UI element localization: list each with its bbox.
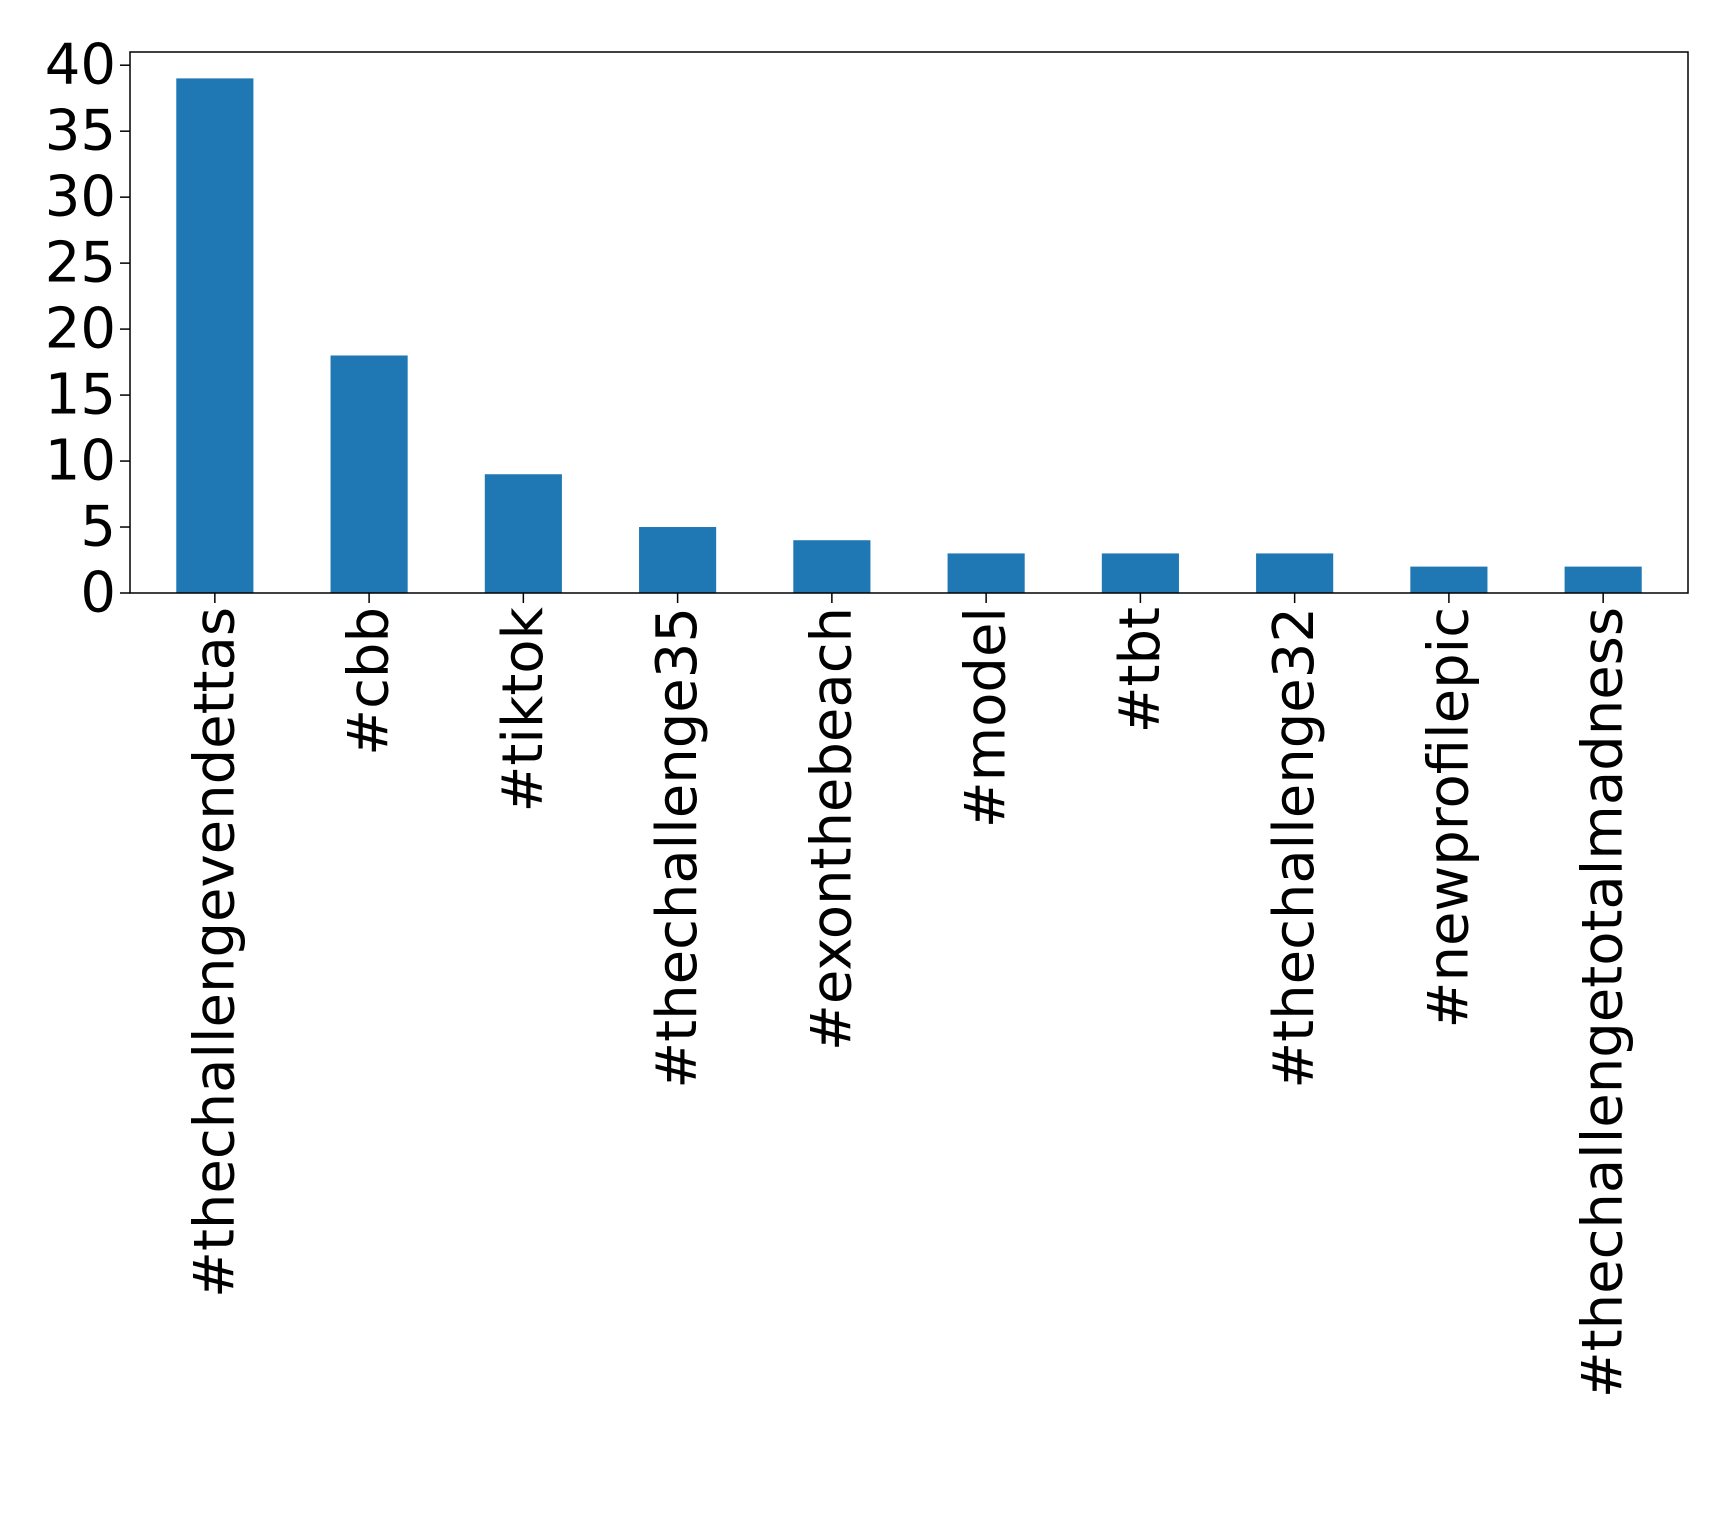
bar-thechallengevendettas <box>176 78 254 593</box>
x-tick-label: #tbt <box>1108 607 1173 733</box>
x-tick-label: #thechallenge35 <box>645 607 710 1089</box>
bars-group <box>176 78 1642 593</box>
y-tick-label: 5 <box>80 495 116 560</box>
bar-newprofilepic <box>1410 566 1488 593</box>
bar-thechallenge32 <box>1256 553 1334 593</box>
y-tick-label: 20 <box>45 297 116 362</box>
bar-cbb <box>330 355 408 593</box>
y-tick-label: 25 <box>45 231 116 296</box>
y-tick-label: 0 <box>80 561 116 626</box>
y-tick-label: 30 <box>45 165 116 230</box>
x-tick-label: #thechallengetotalmadness <box>1571 607 1636 1398</box>
bar-thechallengetotalmadness <box>1564 566 1642 593</box>
bar-thechallenge35 <box>639 527 717 593</box>
x-tick-label: #exonthebeach <box>799 607 864 1051</box>
y-tick-label: 15 <box>45 363 116 428</box>
y-tick-label: 40 <box>45 33 116 98</box>
y-tick-label: 10 <box>45 429 116 494</box>
x-tick-label: #thechallengevendettas <box>182 607 247 1298</box>
x-tick-label: #thechallenge32 <box>1262 607 1327 1089</box>
x-tick-label: #newprofilepic <box>1416 607 1481 1028</box>
bar-tiktok <box>484 474 562 593</box>
x-tick-label: #cbb <box>337 607 402 756</box>
bar-model <box>947 553 1025 593</box>
x-axis: #thechallengevendettas #cbb #tiktok #thecha… <box>182 593 1636 1398</box>
bar-tbt <box>1101 553 1179 593</box>
x-tick-label: #tiktok <box>491 606 556 812</box>
plot-frame <box>129 51 1689 594</box>
x-tick-label: #model <box>954 607 1019 828</box>
bar-exonthebeach <box>793 540 871 593</box>
y-tick-label: 35 <box>45 99 116 164</box>
